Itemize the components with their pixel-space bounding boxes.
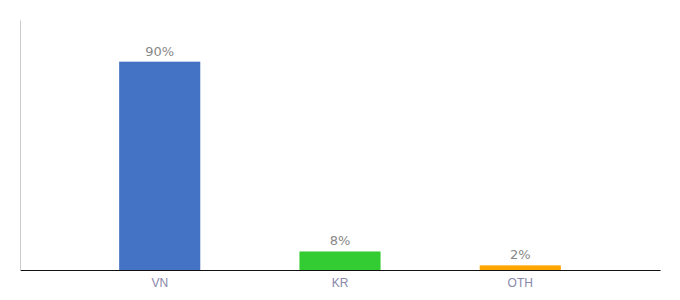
y-axis [20, 21, 21, 271]
x-tick: KR [332, 276, 349, 290]
x-tick-label: OTH [508, 276, 533, 290]
x-tick-label: VN [151, 276, 168, 290]
x-axis-line [21, 270, 661, 271]
x-axis: VN KR OTH [21, 271, 661, 290]
x-tick-label: KR [332, 276, 349, 290]
y-axis-line [20, 21, 21, 271]
data-label: 90% [145, 44, 174, 59]
data-labels: 90% 8% 2% [145, 44, 530, 263]
plot: VN KR OTH 90% 8% 2% [21, 21, 661, 290]
x-tick: OTH [508, 276, 533, 290]
bar [480, 265, 561, 270]
chart-svg: VN KR OTH 90% 8% 2% [0, 0, 680, 300]
data-label: 8% [330, 233, 351, 248]
x-tick: VN [151, 276, 168, 290]
bar [299, 251, 380, 270]
bar [119, 62, 200, 270]
data-label: 2% [510, 247, 531, 262]
bars [119, 62, 561, 270]
